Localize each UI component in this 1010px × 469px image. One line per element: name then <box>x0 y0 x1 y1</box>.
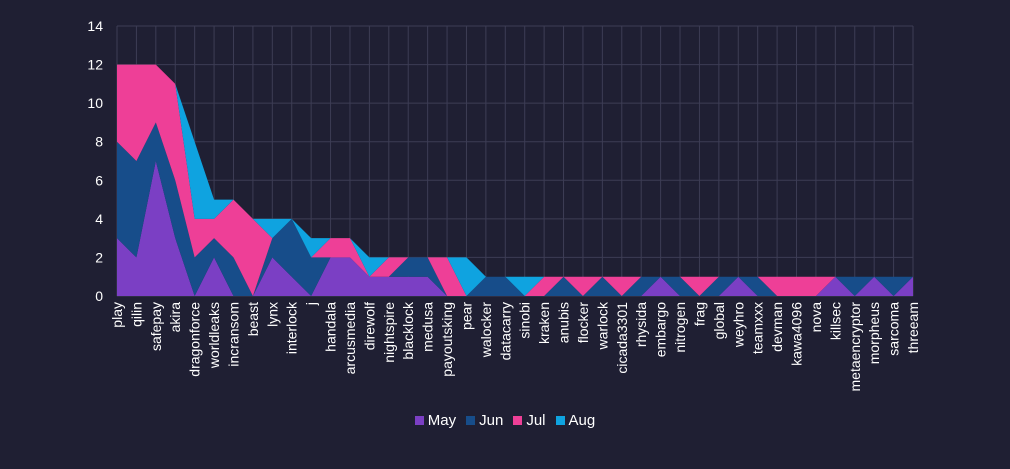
x-tick-label: embargo <box>653 302 669 357</box>
x-tick-label: global <box>711 302 727 339</box>
legend-swatch <box>555 416 565 425</box>
x-tick-label: walocker <box>478 302 494 359</box>
x-tick-label: kraken <box>536 302 552 344</box>
x-tick-label: devman <box>769 302 785 352</box>
x-tick-label: killsec <box>827 302 843 340</box>
x-tick-label: nova <box>808 302 824 333</box>
x-tick-label: kawa4096 <box>789 302 805 366</box>
y-tick-label: 8 <box>95 134 103 150</box>
x-tick-label: frag <box>691 302 707 326</box>
x-tick-label: blacklock <box>400 301 416 360</box>
x-tick-label: akira <box>167 302 183 333</box>
x-tick-label: beast <box>245 302 261 336</box>
x-tick-label: medusa <box>420 302 436 352</box>
y-tick-label: 2 <box>95 249 103 265</box>
area-series-may <box>117 161 913 296</box>
areas <box>117 64 913 297</box>
legend-label: Aug <box>568 412 596 429</box>
area-series-jun <box>117 122 913 297</box>
y-tick-label: 10 <box>87 95 103 111</box>
x-tick-label: pear <box>458 302 474 330</box>
legend-label: May <box>427 412 457 429</box>
legend-swatch <box>513 416 523 425</box>
x-tick-label: dragonforce <box>187 302 203 377</box>
y-axis-ticks: 0 2 4 6 8 10 12 14 <box>87 18 103 304</box>
y-tick-label: 4 <box>95 211 103 227</box>
x-tick-label: play <box>109 302 125 328</box>
legend-swatch <box>466 416 476 425</box>
x-tick-label: morpheus <box>866 302 882 364</box>
x-tick-label: rhysida <box>633 302 649 347</box>
x-tick-label: sinobi <box>517 302 533 339</box>
legend-label: Jul <box>526 412 546 429</box>
legend-item-aug: Aug <box>555 412 596 429</box>
x-tick-label: metaencryptor <box>847 302 863 392</box>
y-tick-label: 12 <box>87 57 103 73</box>
legend-item-may: May <box>414 412 457 429</box>
x-tick-label: lynx <box>264 302 280 327</box>
legend: May Jun Jul Aug <box>0 412 1010 429</box>
x-tick-label: handala <box>323 302 339 352</box>
x-axis-ticks: play qilin safepay akira dragonforce worldlea… <box>109 301 921 391</box>
x-tick-label: arcusmedia <box>342 302 358 375</box>
y-tick-label: 6 <box>95 172 103 188</box>
x-tick-label: interlock <box>284 301 300 354</box>
x-tick-label: anubis <box>556 302 572 343</box>
x-tick-label: safepay <box>148 302 164 351</box>
x-tick-label: worldleaks <box>206 302 222 369</box>
x-tick-label: incransom <box>225 302 241 367</box>
y-tick-label: 0 <box>95 288 103 304</box>
x-tick-label: nightspire <box>381 302 397 363</box>
x-tick-label: payoutsking <box>439 302 455 377</box>
x-tick-label: flocker <box>575 302 591 344</box>
x-tick-label: cicada3301 <box>614 302 630 374</box>
y-tick-label: 14 <box>87 18 103 34</box>
x-tick-label: nitrogen <box>672 302 688 353</box>
x-tick-label: teamxxx <box>750 302 766 354</box>
legend-item-jul: Jul <box>513 412 546 429</box>
x-tick-label: sarcoma <box>886 302 902 356</box>
x-tick-label: warlock <box>594 301 610 350</box>
x-tick-label: datacarry <box>497 302 513 360</box>
x-tick-label: threeam <box>905 302 921 353</box>
x-tick-label: j <box>303 302 319 306</box>
legend-swatch <box>414 416 424 425</box>
x-tick-label: direwolf <box>361 302 377 350</box>
legend-label: Jun <box>479 412 504 429</box>
legend-item-jun: Jun <box>466 412 503 429</box>
x-tick-label: qilin <box>128 302 144 327</box>
x-tick-label: weyhro <box>730 302 746 348</box>
area-series-aug <box>117 64 913 296</box>
